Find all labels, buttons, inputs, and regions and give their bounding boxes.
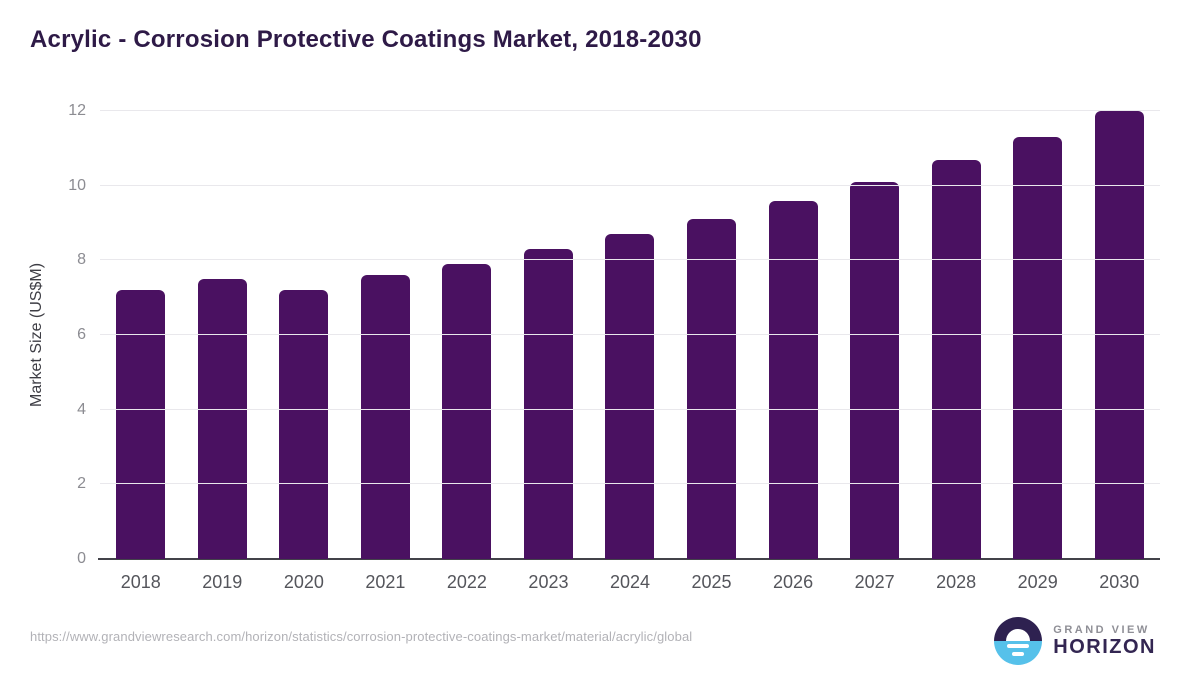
horizon-line-shape xyxy=(1007,644,1030,648)
x-axis-tick-label: 2022 xyxy=(446,572,487,592)
x-axis-tick-label: 2024 xyxy=(609,572,651,592)
x-axis-line xyxy=(98,558,1160,560)
horizon-line-shape xyxy=(1012,652,1025,656)
bar-2030 xyxy=(1094,111,1144,559)
bar-chart-plot-area: 0 2 4 6 8 10 12 2018 2019 2020 2021 2022 2023 2024 202… xyxy=(68,102,1160,592)
bar-2026 xyxy=(768,200,818,559)
y-axis-tick-label: 4 xyxy=(77,400,86,418)
bar-2027 xyxy=(850,181,900,559)
x-axis-tick-label: 2030 xyxy=(1099,572,1140,592)
y-axis-title: Market Size (US$M) xyxy=(28,262,45,408)
x-axis-tick-label: 2025 xyxy=(691,572,732,592)
x-axis-tick-label: 2027 xyxy=(854,572,895,592)
bar-2029 xyxy=(1013,137,1063,559)
logo-text-horizon: HORIZON xyxy=(1053,636,1156,659)
gridline xyxy=(100,334,1160,335)
y-axis-tick-label: 8 xyxy=(77,251,86,269)
x-axis-tick-label: 2028 xyxy=(936,572,977,592)
bar-2025 xyxy=(686,219,736,559)
logo-text-grand-view: GRAND VIEW xyxy=(1053,623,1150,636)
bar-2022 xyxy=(442,264,492,559)
bar-2019 xyxy=(197,279,247,559)
grandview-horizon-logo-icon xyxy=(994,617,1043,665)
y-axis-tick-label: 12 xyxy=(68,102,86,119)
x-axis-tick-label: 2029 xyxy=(1017,572,1058,592)
y-axis-tick-label: 2 xyxy=(77,475,86,493)
gridline xyxy=(100,408,1160,410)
y-axis-tick-label: 0 xyxy=(77,550,86,567)
x-axis-tick-label: 2019 xyxy=(202,572,243,592)
x-axis-tick-label: 2026 xyxy=(773,572,814,592)
x-axis-tick-label: 2020 xyxy=(283,572,324,592)
x-axis-tick-label: 2018 xyxy=(120,572,161,592)
gridline xyxy=(100,110,1160,111)
y-axis-tick-label: 10 xyxy=(68,176,86,194)
bar-2021 xyxy=(360,275,410,559)
bar-2023 xyxy=(523,249,573,559)
source-url: https://www.grandviewresearch.com/horizo… xyxy=(30,629,693,644)
bar-2024 xyxy=(605,234,655,559)
bar-2020 xyxy=(279,290,329,559)
grandview-horizon-logo: GRAND VIEW HORIZON xyxy=(994,617,1156,665)
bar-2018 xyxy=(116,290,166,559)
chart-title: Acrylic - Corrosion Protective Coatings … xyxy=(30,26,702,53)
gridline xyxy=(100,483,1160,485)
sun-dome-shape xyxy=(1006,629,1031,641)
x-axis-tick-label: 2023 xyxy=(528,572,569,592)
gridline xyxy=(100,259,1160,261)
x-axis-tick-label: 2021 xyxy=(365,572,406,592)
gridline xyxy=(100,184,1160,186)
bar-series xyxy=(100,111,1160,559)
bar-2028 xyxy=(931,159,981,559)
y-axis-tick-label: 6 xyxy=(77,326,86,343)
